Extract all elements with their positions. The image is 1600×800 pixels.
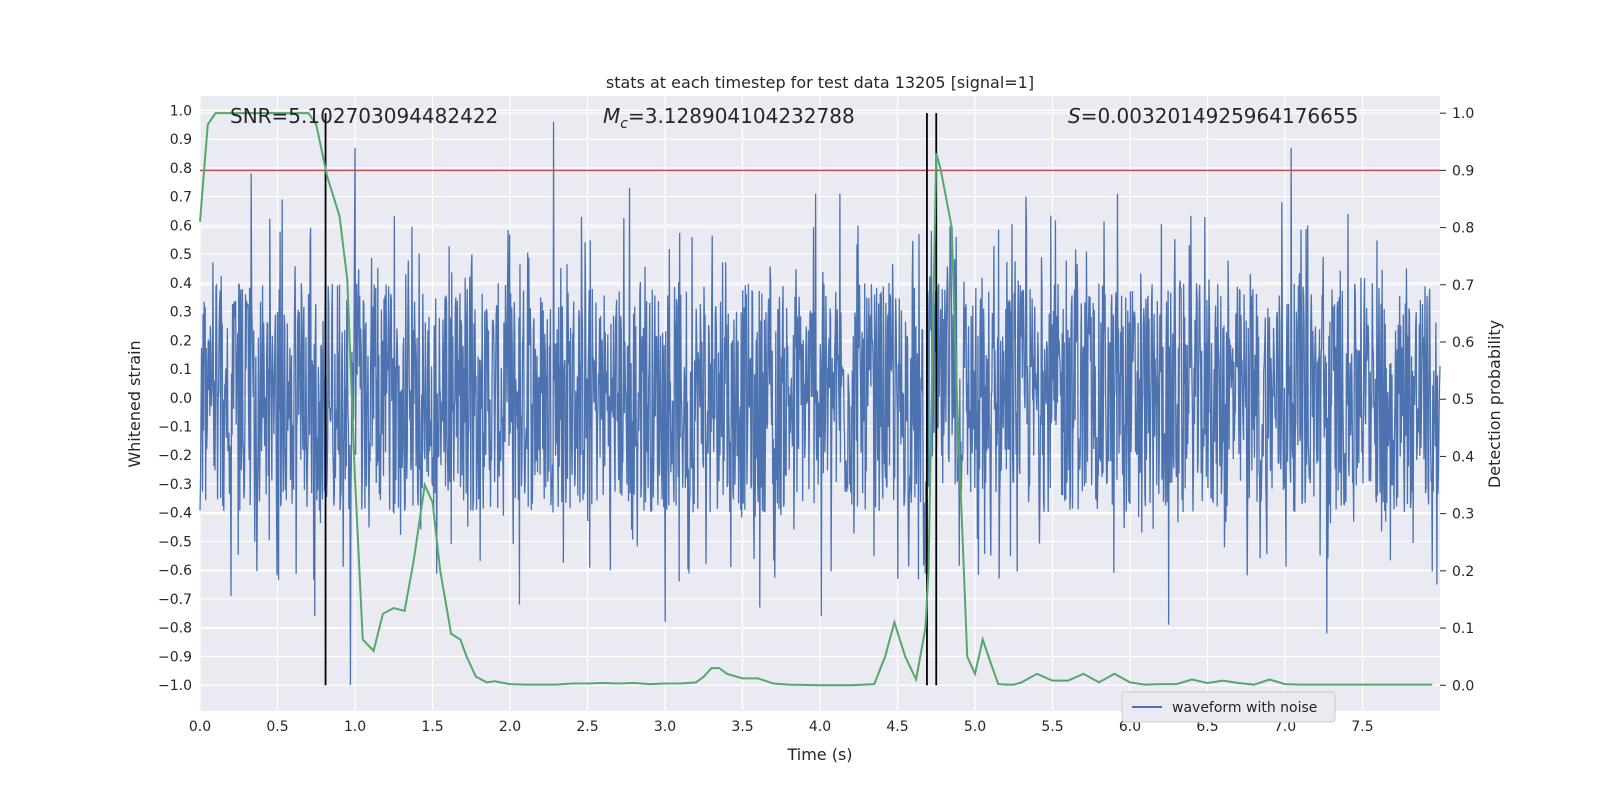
x-tick-label: 6.5 xyxy=(1196,719,1218,735)
x-tick-label: 5.0 xyxy=(964,719,986,735)
y-left-tick-label: 0.6 xyxy=(170,218,192,234)
y-left-tick-label: 0.7 xyxy=(170,190,192,206)
y-left-tick-label: 1.0 xyxy=(170,103,192,119)
x-tick-label: 3.5 xyxy=(731,719,753,735)
y-left-tick-label: −0.2 xyxy=(158,448,192,464)
legend-box xyxy=(1121,691,1336,723)
chirp-mass-subscript: c xyxy=(620,116,628,132)
y-right-tick-label: 0.0 xyxy=(1452,678,1474,694)
chirp-mass-value: =3.128904104232788 xyxy=(628,104,855,128)
y-left-tick-label: −0.1 xyxy=(158,419,192,435)
y-left-tick-label: 0.1 xyxy=(170,362,192,378)
x-tick-label: 1.0 xyxy=(344,719,366,735)
x-tick-label: 7.5 xyxy=(1351,719,1373,735)
y-left-tick-label: 0.0 xyxy=(170,391,192,407)
y-right-tick-label: 0.2 xyxy=(1452,564,1474,580)
s-annotation: S=0.0032014925964176655 xyxy=(1068,104,1358,128)
x-tick-label: 5.5 xyxy=(1041,719,1063,735)
x-tick-label: 1.5 xyxy=(421,719,443,735)
y-left-tick-label: 0.2 xyxy=(170,333,192,349)
y-left-tick-label: −1.0 xyxy=(158,678,192,694)
snr-annotation: SNR=5.102703094482422 xyxy=(230,104,498,128)
y-axis-left-label: Whitened strain xyxy=(125,340,144,467)
x-tick-label: 2.5 xyxy=(576,719,598,735)
y-right-tick-label: 0.5 xyxy=(1452,392,1474,408)
y-left-tick-label: 0.9 xyxy=(170,132,192,148)
waveform-series xyxy=(199,121,1441,686)
s-value: =0.0032014925964176655 xyxy=(1081,104,1359,128)
x-tick-label: 7.0 xyxy=(1274,719,1296,735)
x-tick-label: 2.0 xyxy=(499,719,521,735)
y-left-tick-label: −0.3 xyxy=(158,477,192,493)
y-left-tick-label: −0.8 xyxy=(158,621,192,637)
y-left-tick-label: 0.8 xyxy=(170,161,192,177)
y-left-tick-label: −0.7 xyxy=(158,592,192,608)
chart-title: stats at each timestep for test data 132… xyxy=(606,73,1034,92)
y-right-tick-label: 0.3 xyxy=(1452,507,1474,523)
y-right-tick-label: 0.7 xyxy=(1452,278,1474,294)
legend: waveform with noise xyxy=(1121,691,1336,723)
x-tick-label: 0.0 xyxy=(189,719,211,735)
x-axis-label: Time (s) xyxy=(786,745,852,764)
y-left-tick-label: 0.3 xyxy=(170,305,192,321)
y-left-tick-label: −0.4 xyxy=(158,506,192,522)
overlay-lines xyxy=(200,113,1440,686)
detection-probability-line xyxy=(199,112,1433,687)
chirp-mass-annotation: Mc=3.128904104232788 xyxy=(603,104,855,132)
y-left-tick-label: −0.5 xyxy=(158,534,192,550)
x-tick-label: 6.0 xyxy=(1119,719,1141,735)
detection-probability-series xyxy=(199,112,1433,687)
ticks: 0.0 0.5 1.0 1.5 2.0 2.5 3.0 3.5 4.0 4.5 5.0 5.5 6.0 6… xyxy=(158,103,1474,735)
chirp-mass-symbol: M xyxy=(603,104,620,128)
x-tick-label: 4.0 xyxy=(809,719,831,735)
s-symbol: S xyxy=(1068,104,1081,128)
x-tick-label: 3.0 xyxy=(654,719,676,735)
y-right-tick-label: 0.9 xyxy=(1452,163,1474,179)
y-left-tick-label: 0.4 xyxy=(170,276,192,292)
x-tick-label: 0.5 xyxy=(266,719,288,735)
x-tick-label: 4.5 xyxy=(886,719,908,735)
y-right-tick-label: 0.8 xyxy=(1452,221,1474,237)
y-right-tick-label: 1.0 xyxy=(1452,106,1474,122)
y-left-tick-label: −0.9 xyxy=(158,649,192,665)
legend-entry: waveform with noise xyxy=(1172,700,1317,716)
y-right-tick-label: 0.6 xyxy=(1452,335,1474,351)
y-left-tick-label: −0.6 xyxy=(158,563,192,579)
waveform-line xyxy=(199,121,1441,686)
y-right-tick-label: 0.1 xyxy=(1452,621,1474,637)
y-right-tick-label: 0.4 xyxy=(1452,449,1474,465)
y-left-tick-label: 0.5 xyxy=(170,247,192,263)
y-axis-right-label: Detection probability xyxy=(1485,320,1504,488)
